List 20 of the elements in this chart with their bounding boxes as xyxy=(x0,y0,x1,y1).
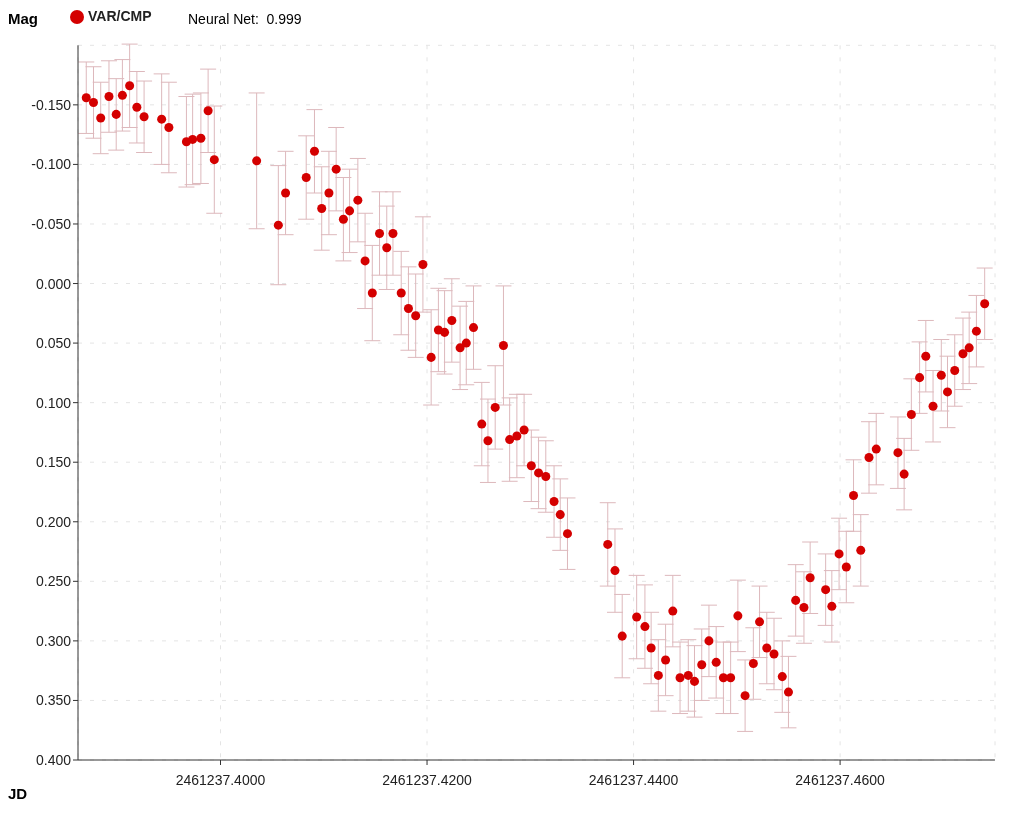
x-axis-title: JD xyxy=(8,785,28,802)
y-axis-title: Mag xyxy=(8,10,38,27)
y-tick-label: 0.300 xyxy=(35,632,72,649)
y-tick-label: -0.050 xyxy=(31,215,72,232)
y-tick-label: 0.000 xyxy=(35,275,72,292)
y-tick-label: 0.050 xyxy=(35,335,72,352)
y-tick-label: -0.150 xyxy=(31,96,72,113)
x-tick-label: 2461237.4400 xyxy=(588,771,679,788)
y-tick-label: 0.350 xyxy=(35,692,72,709)
x-tick-label: 2461237.4600 xyxy=(795,771,886,788)
y-tick-label: 0.250 xyxy=(35,573,72,590)
legend-label: VAR/CMP xyxy=(88,8,152,24)
x-tick-label: 2461237.4000 xyxy=(175,771,266,788)
y-tick-label: 0.150 xyxy=(35,454,72,471)
text: Neural Net: 0.999 xyxy=(188,11,302,27)
y-tick-label: 0.400 xyxy=(35,751,72,768)
y-tick-label: 0.100 xyxy=(35,394,72,411)
y-tick-label: -0.100 xyxy=(31,156,72,173)
x-tick-label: 2461237.4200 xyxy=(382,771,473,788)
y-tick-label: 0.200 xyxy=(35,513,72,530)
